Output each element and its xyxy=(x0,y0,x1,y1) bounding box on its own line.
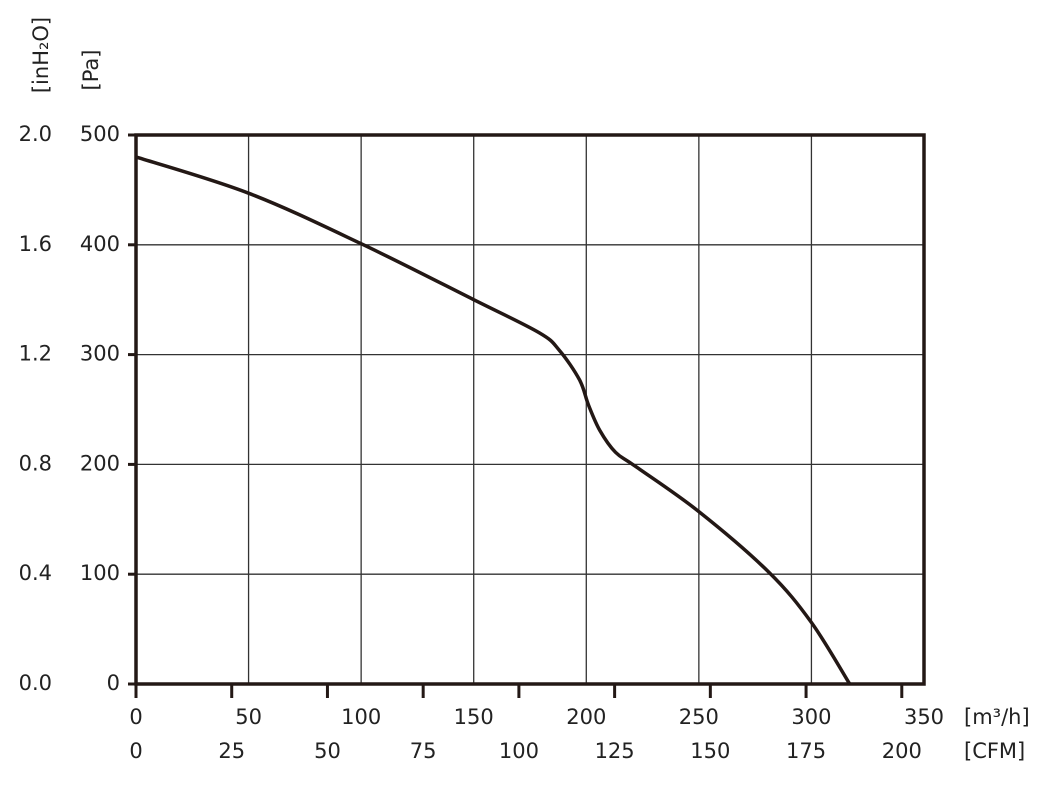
y2-tick-label: 1.6 xyxy=(19,232,52,256)
x2-tick-label: 175 xyxy=(786,739,826,763)
x-tick-label: 300 xyxy=(791,705,831,729)
x2-tick-label: 200 xyxy=(882,739,922,763)
y-tick-label: 300 xyxy=(80,342,120,366)
y2-tick-label: 2.0 xyxy=(19,122,52,146)
x-tick-label: 0 xyxy=(129,705,142,729)
x-tick-label: 250 xyxy=(679,705,719,729)
x2-axis-label: [CFM] xyxy=(964,739,1025,763)
y2-tick-label: 1.2 xyxy=(19,342,52,366)
x2-tick-label: 75 xyxy=(410,739,437,763)
x-tick-label: 200 xyxy=(566,705,606,729)
x-tick-label: 100 xyxy=(341,705,381,729)
y2-tick-label: 0.8 xyxy=(19,451,52,475)
y-tick-label: 100 xyxy=(80,561,120,585)
y2-axis-label: [inH₂O] xyxy=(29,17,53,93)
y2-tick-label: 0.0 xyxy=(19,671,52,695)
x-tick-label: 350 xyxy=(904,705,944,729)
x2-tick-label: 25 xyxy=(218,739,245,763)
x-tick-label: 150 xyxy=(454,705,494,729)
x2-tick-label: 50 xyxy=(314,739,341,763)
curve xyxy=(135,155,852,685)
x2-tick-label: 100 xyxy=(499,739,539,763)
y2-tick-label: 0.4 xyxy=(19,561,52,585)
x2-tick-label: 125 xyxy=(595,739,635,763)
plot-frame xyxy=(134,133,926,686)
y-tick-label: 0 xyxy=(107,671,120,695)
x-tick-label: 50 xyxy=(235,705,262,729)
x2-tick-label: 150 xyxy=(690,739,730,763)
x2-tick-label: 0 xyxy=(129,739,142,763)
y-tick-label: 500 xyxy=(80,122,120,146)
y-axis-label: [Pa] xyxy=(79,50,103,91)
y-tick-label: 200 xyxy=(80,451,120,475)
y-tick-label: 400 xyxy=(80,232,120,256)
x-axis-label: [m³/h] xyxy=(964,705,1030,729)
